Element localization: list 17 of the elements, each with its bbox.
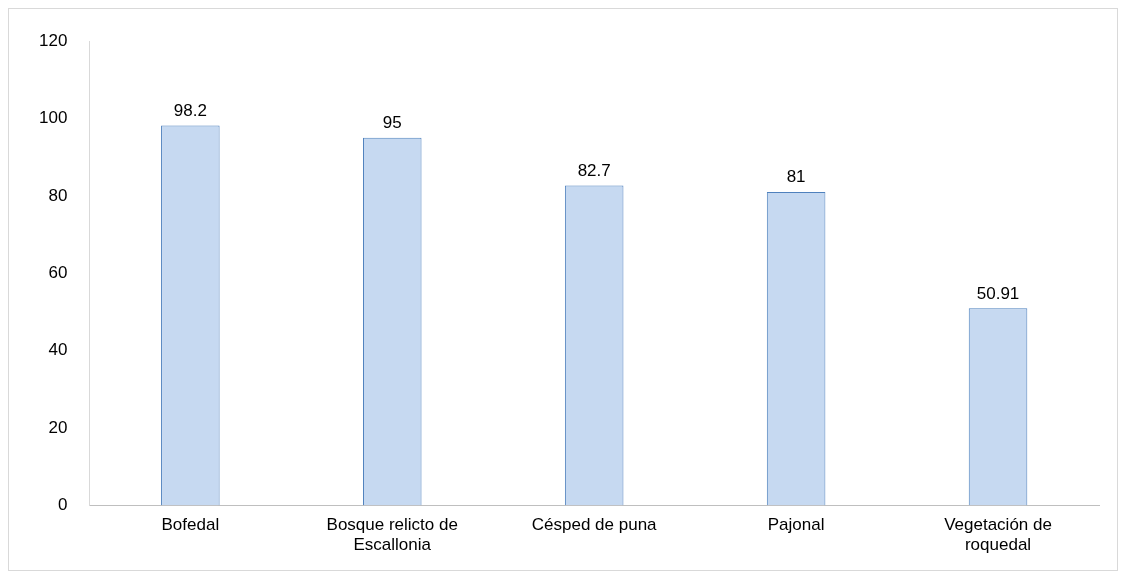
x-tick-label: Bofedal <box>161 515 220 535</box>
data-label: 50.91 <box>976 283 1020 303</box>
y-tick-label: 0 <box>57 494 68 514</box>
y-tick-label: 40 <box>48 340 68 360</box>
data-label: 98.2 <box>173 100 207 120</box>
data-label: 82.7 <box>577 160 611 180</box>
x-tick-label: Pajonal <box>767 515 825 535</box>
y-tick-label: 100 <box>38 108 68 128</box>
x-tick-label: Vegetación de roquedal <box>944 515 1052 555</box>
data-label: 95 <box>382 113 402 133</box>
y-tick-label: 60 <box>48 262 68 282</box>
y-tick-label: 80 <box>48 185 68 205</box>
data-label: 81 <box>786 167 806 187</box>
x-tick-label: Bosque relicto de Escallonia <box>326 515 458 555</box>
y-tick-label: 120 <box>38 30 68 50</box>
y-tick-label: 20 <box>48 417 68 437</box>
x-tick-label: Césped de puna <box>531 515 658 535</box>
